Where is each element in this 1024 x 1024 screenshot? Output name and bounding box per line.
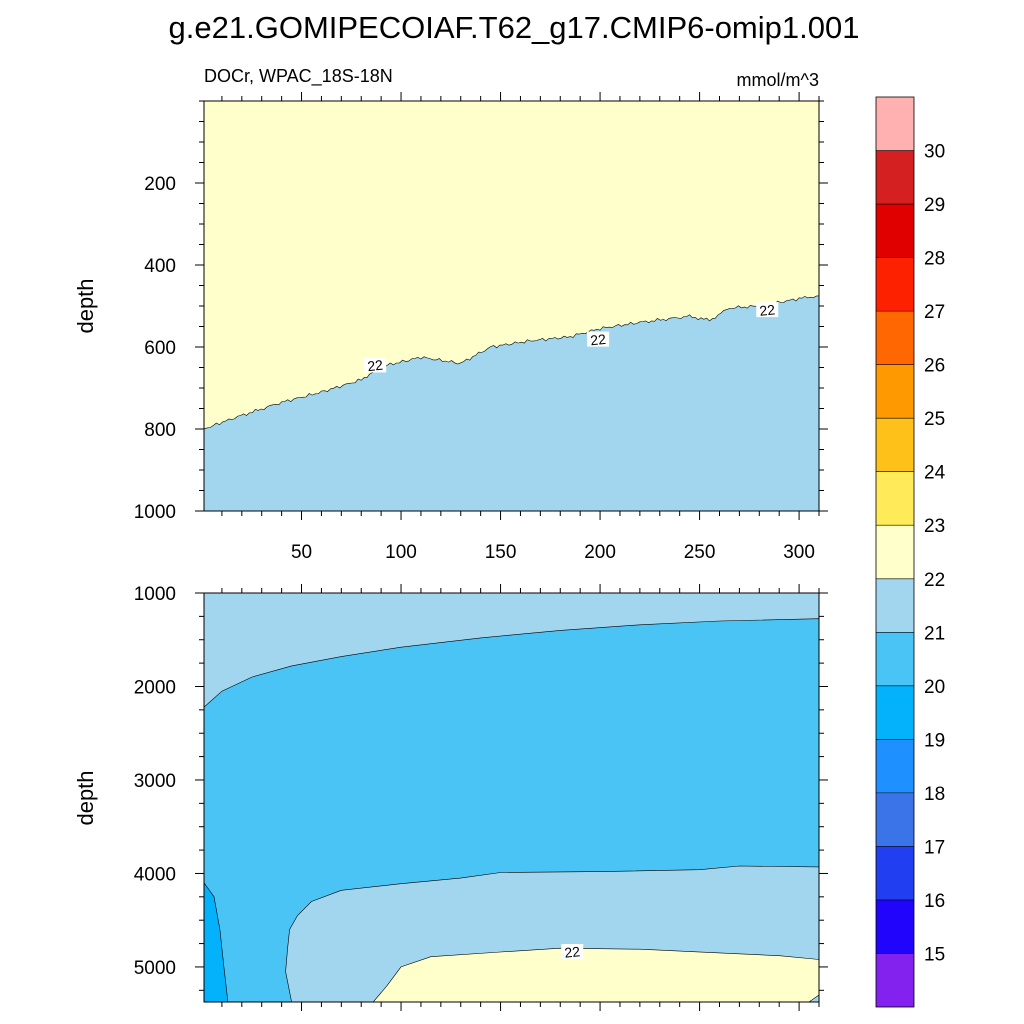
colorbar-swatch [876, 364, 914, 419]
y-tick-label: 4000 [134, 864, 176, 885]
colorbar-label: 25 [924, 409, 945, 430]
colorbar-swatch [876, 204, 914, 258]
colorbar-label: 27 [924, 302, 945, 323]
colorbar: 15 16 17 18 19 20 21 22 23 24 25 26 27 28 29 30 [875, 96, 946, 1008]
upper-y-axis: 200 400 600 800 1000 [134, 100, 828, 523]
colorbar-label: 16 [924, 891, 945, 912]
colorbar-label: 17 [924, 837, 945, 858]
region-22-23 [372, 947, 819, 1002]
colorbar-label: 18 [924, 784, 945, 805]
y-tick-label: 1000 [134, 502, 176, 523]
colorbar-swatch [876, 632, 914, 686]
colorbar-swatch [876, 525, 914, 579]
contour-label-text: 22 [564, 943, 581, 961]
x-tick-label: 100 [385, 542, 417, 563]
colorbar-label: 29 [924, 195, 945, 216]
colorbar-label: 30 [924, 142, 945, 163]
contour-label-box [364, 357, 387, 373]
colorbar-label: 15 [924, 944, 945, 965]
contour-label-text: 22 [367, 357, 384, 375]
subtitle-variable-region: DOCr, WPAC_18S-18N [204, 66, 393, 87]
region-21-22 [204, 295, 819, 511]
colorbar-label: 23 [924, 516, 945, 537]
y-tick-label: 3000 [134, 771, 176, 792]
contour-line-22 [204, 295, 819, 430]
colorbar-label: 21 [924, 623, 945, 644]
contour-label: 22 [561, 943, 584, 961]
colorbar-swatch [876, 97, 914, 151]
colorbar-swatch [876, 792, 914, 847]
colorbar-swatch [876, 739, 914, 793]
lower-frame [203, 592, 820, 1003]
contour-label: 22 [587, 331, 610, 349]
colorbar-frame [875, 96, 915, 1008]
lower-panel: 22 1000 2000 3000 4000 5000 depth [73, 584, 828, 1011]
figure-title: g.e21.GOMIPECOIAF.T62_g17.CMIP6-omip1.00… [169, 10, 860, 45]
colorbar-swatch [876, 257, 914, 312]
lower-y-axis-label: depth [73, 770, 98, 825]
y-tick-label: 2000 [134, 677, 176, 698]
colorbar-swatch [876, 685, 914, 740]
subtitle-units: mmol/m^3 [737, 70, 819, 90]
region-19-20 [204, 882, 229, 1002]
contour-label: 22 [756, 301, 779, 319]
region-20-21 [204, 618, 819, 1002]
upper-panel: 22 22 22 50 100 150 200 250 300 200 400 600 800 1000 d… [73, 92, 828, 563]
colorbar-swatch [876, 578, 914, 633]
colorbar-label: 22 [924, 570, 945, 591]
x-tick-label: 200 [584, 542, 616, 563]
colorbar-swatch [876, 418, 914, 472]
contour-label-text: 22 [759, 301, 776, 319]
contour-label: 22 [364, 357, 387, 375]
colorbar-label: 19 [924, 730, 945, 751]
colorbar-swatch [876, 899, 914, 954]
x-tick-label: 50 [291, 542, 312, 563]
y-tick-label: 5000 [134, 958, 176, 979]
y-tick-label: 400 [144, 256, 176, 277]
lower-x-axis [221, 584, 820, 1011]
y-tick-label: 1000 [134, 584, 176, 605]
x-tick-label: 300 [783, 542, 815, 563]
y-tick-label: 200 [144, 174, 176, 195]
colorbar-swatch [876, 471, 914, 526]
contour-label-box [561, 943, 584, 959]
colorbar-label: 24 [924, 463, 946, 484]
colorbar-swatch [876, 150, 914, 205]
contour-label-box [756, 302, 779, 318]
colorbar-swatch [876, 953, 914, 1007]
upper-x-axis: 50 100 150 200 250 300 [221, 92, 820, 563]
colorbar-swatch [876, 846, 914, 900]
contour-label-box [587, 331, 610, 347]
lower-y-axis: 1000 2000 3000 4000 5000 [134, 584, 828, 991]
upper-filled-contours [204, 101, 819, 511]
y-tick-label: 600 [144, 338, 176, 359]
y-tick-label: 800 [144, 420, 176, 441]
upper-y-axis-label: depth [73, 278, 98, 333]
x-tick-label: 150 [485, 542, 517, 563]
colorbar-swatch [876, 311, 914, 365]
x-tick-label: 250 [684, 542, 716, 563]
colorbar-label: 20 [924, 677, 945, 698]
lower-filled-contours [204, 593, 819, 1002]
colorbar-label: 28 [924, 249, 945, 270]
contour-label-text: 22 [589, 331, 606, 349]
colorbar-label: 26 [924, 356, 945, 377]
